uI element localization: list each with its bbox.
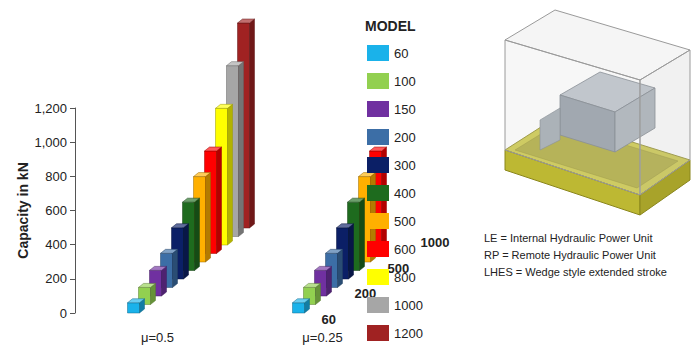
- svg-text:1000: 1000: [394, 298, 423, 313]
- svg-text:400: 400: [394, 186, 416, 201]
- svg-text:500: 500: [387, 260, 410, 276]
- svg-text:1,200: 1,200: [34, 101, 67, 116]
- svg-text:60: 60: [322, 312, 336, 327]
- svg-text:150: 150: [394, 102, 416, 117]
- svg-text:100: 100: [394, 74, 416, 89]
- svg-text:200: 200: [394, 130, 416, 145]
- svg-text:400: 400: [45, 237, 67, 252]
- svg-text:1,000: 1,000: [34, 135, 67, 150]
- svg-text:Capacity in kN: Capacity in kN: [15, 162, 31, 258]
- svg-text:800: 800: [394, 270, 416, 285]
- svg-text:800: 800: [45, 169, 67, 184]
- svg-text:μ=0.25: μ=0.25: [302, 330, 342, 345]
- svg-text:LHES = Wedge style extended st: LHES = Wedge style extended stroke: [484, 266, 667, 278]
- svg-text:600: 600: [394, 242, 416, 257]
- svg-text:RP = Remote Hydraulic Power Un: RP = Remote Hydraulic Power Unit: [484, 249, 656, 261]
- svg-text:600: 600: [45, 203, 67, 218]
- svg-text:200: 200: [45, 271, 67, 286]
- svg-text:1200: 1200: [394, 326, 423, 341]
- svg-text:LE = Internal Hydraulic Power: LE = Internal Hydraulic Power Unit: [484, 232, 652, 244]
- svg-text:500: 500: [394, 214, 416, 229]
- svg-text:μ=0.5: μ=0.5: [141, 330, 174, 345]
- svg-text:MODEL: MODEL: [365, 18, 416, 34]
- svg-text:0: 0: [60, 306, 67, 321]
- svg-text:60: 60: [394, 46, 408, 61]
- svg-text:200: 200: [354, 286, 377, 301]
- svg-text:1000: 1000: [421, 235, 450, 250]
- svg-text:300: 300: [394, 158, 416, 173]
